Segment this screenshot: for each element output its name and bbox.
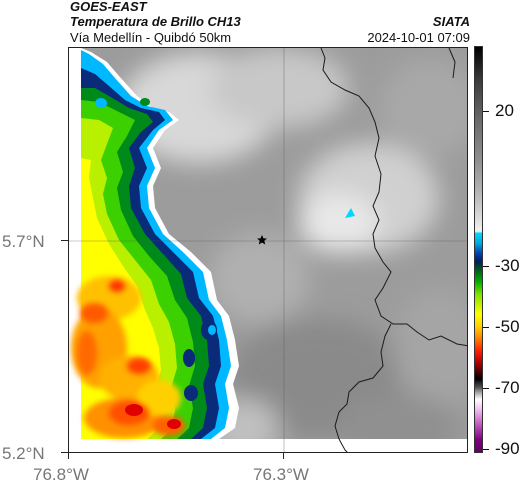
map-svg bbox=[69, 48, 467, 452]
lon-label: 76.3°W bbox=[253, 465, 309, 484]
temperature-colorbar bbox=[474, 46, 483, 453]
colorbar-label: -70 bbox=[495, 378, 520, 397]
colorbar-tick bbox=[483, 266, 489, 267]
grid-lines bbox=[69, 48, 467, 452]
route-label: Vía Medellín - Quibdó 50km bbox=[70, 30, 232, 45]
admin-boundaries bbox=[320, 48, 467, 452]
lon-tick bbox=[68, 453, 69, 459]
agency-label: SIATA bbox=[432, 14, 470, 29]
colorbar-tick bbox=[483, 449, 489, 450]
lat-label: 5.7°N bbox=[2, 232, 45, 251]
lon-tick bbox=[283, 453, 284, 459]
lat-tick bbox=[61, 452, 68, 453]
lat-tick bbox=[61, 240, 68, 241]
product-subtitle: Temperatura de Brillo CH13 bbox=[70, 14, 241, 29]
colorbar-tick bbox=[483, 327, 489, 328]
colorbar-tick bbox=[483, 388, 489, 389]
colorbar-label: -50 bbox=[495, 317, 520, 336]
colorbar-label: 20 bbox=[495, 101, 514, 120]
datetime-label: 2024-10-01 07:09 bbox=[367, 30, 470, 45]
small-cold-cell bbox=[345, 208, 355, 218]
colorbar-label: -30 bbox=[495, 256, 520, 275]
star-icon bbox=[257, 235, 267, 245]
product-title: GOES-EAST bbox=[70, 0, 147, 14]
convective-cloud bbox=[71, 48, 239, 439]
colorbar-label: -90 bbox=[495, 439, 520, 458]
colorbar-tick bbox=[483, 111, 489, 112]
lon-label: 76.8°W bbox=[33, 465, 89, 484]
lat-label: 5.2°N bbox=[2, 444, 45, 463]
satellite-map bbox=[68, 47, 468, 453]
cold-core bbox=[125, 404, 143, 416]
